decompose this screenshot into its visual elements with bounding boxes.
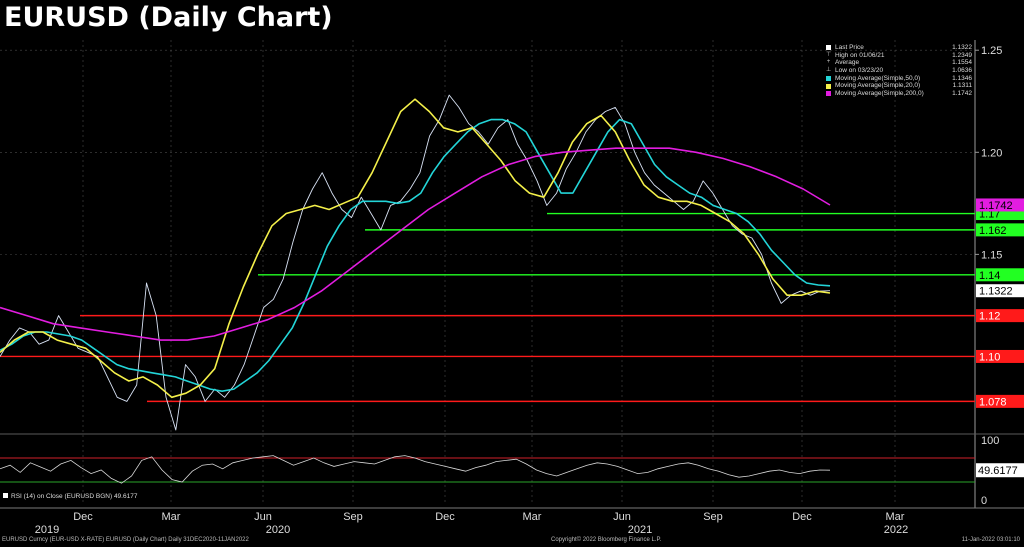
level-tag-1.078 xyxy=(976,394,1024,408)
legend-label: Moving Average(Simple,200,0) xyxy=(835,90,924,98)
rsi-label-text: RSI (14) on Close (EURUSD BGN) 49.6177 xyxy=(11,493,138,500)
price-tag-label: 1.1322 xyxy=(979,286,1013,298)
y-tick-label: 1.20 xyxy=(981,147,1002,159)
level-tag-1.14 xyxy=(976,268,1024,282)
x-month-label: Jun xyxy=(254,511,272,523)
series-line-2 xyxy=(0,98,831,399)
legend-row: Moving Average(Simple,200,0) 1.1742 xyxy=(826,90,972,98)
legend-label: Low on 03/23/20 xyxy=(835,67,884,75)
legend-row: Moving Average(Simple,20,0) 1.1311 xyxy=(826,82,972,90)
series-line-1 xyxy=(0,118,831,393)
x-month-label: Dec xyxy=(792,511,812,523)
price-tag-1.1742 xyxy=(976,198,1024,212)
legend-row: Moving Average(Simple,50,0) 1.1346 xyxy=(826,75,972,83)
legend-row: + Average 1.1554 xyxy=(826,59,972,67)
x-year-label: 2019 xyxy=(35,524,59,536)
legend-label: Moving Average(Simple,50,0) xyxy=(835,74,921,82)
x-month-label: Jun xyxy=(613,511,631,523)
level-tag-1.10 xyxy=(976,349,1024,363)
x-month-label: Dec xyxy=(73,511,93,523)
level-tag-1.162 xyxy=(976,223,1024,237)
legend-label: High on 01/06/21 xyxy=(835,51,885,59)
legend-value: 1.1346 xyxy=(952,74,972,82)
legend-glyph: ⊤ xyxy=(826,51,832,58)
level-tag-label: 1.10 xyxy=(979,351,1000,363)
price-series: 1.1742 1.1322 xyxy=(0,94,1024,431)
legend-value: 1.1742 xyxy=(952,90,972,98)
y-tick-label: 1.15 xyxy=(981,249,1002,261)
x-month-label: Sep xyxy=(343,511,363,523)
footer-copyright: Copyright© 2022 Bloomberg Finance L.P. xyxy=(551,537,662,543)
legend-label: Last Price xyxy=(835,44,864,51)
legend-swatch xyxy=(826,45,831,51)
level-tag-label: 1.078 xyxy=(979,396,1007,408)
legend-row: ⊤ High on 01/06/21 1.2349 xyxy=(826,52,972,60)
y-tick-label: 1.25 xyxy=(981,45,1002,57)
footer-left: EURUSD Curncy (EUR-USD X-RATE) EURUSD (D… xyxy=(2,537,249,543)
level-tag-label: 1.162 xyxy=(979,225,1007,237)
grid xyxy=(0,40,1024,509)
price-tag-label: 1.1742 xyxy=(979,200,1013,212)
x-month-label: Mar xyxy=(523,511,542,523)
x-year-label: 2021 xyxy=(628,524,652,536)
legend-label: Average xyxy=(835,59,860,67)
chart-title: EURUSD (Daily Chart) xyxy=(4,2,333,33)
legend-swatch xyxy=(826,76,831,82)
series-line-3 xyxy=(0,147,831,341)
x-month-label: Sep xyxy=(703,511,723,523)
legend: Last Price 1.1322 ⊤ High on 01/06/21 1.2349 +… xyxy=(826,44,972,98)
x-month-label: Dec xyxy=(435,511,455,523)
axis-labels: 1.25 1.20 1.15 Dec Mar Jun Sep Dec Mar Jun Sep Dec M… xyxy=(35,45,1003,536)
rsi-swatch xyxy=(3,493,8,498)
x-month-label: Mar xyxy=(886,511,905,523)
footer-timestamp: 11-Jan-2022 03:01:10 xyxy=(961,537,1020,543)
level-tag-label: 1.17 xyxy=(979,209,1000,221)
rsi-tick-label: 100 xyxy=(981,435,999,447)
level-tag-label: 1.14 xyxy=(979,270,1000,282)
rsi-panel: 10050049.6177 xyxy=(0,435,1024,507)
legend-value: 1.0636 xyxy=(952,67,972,75)
legend-label: Moving Average(Simple,20,0) xyxy=(835,82,921,90)
legend-value: 1.2349 xyxy=(952,51,972,59)
legend-glyph: + xyxy=(826,59,831,66)
rsi-line xyxy=(0,455,831,484)
legend-swatch xyxy=(826,83,831,89)
rsi-last-tag xyxy=(976,463,1024,478)
level-tag-1.12 xyxy=(976,309,1024,323)
price-tag-1.1322 xyxy=(976,284,1024,298)
legend-value: 1.1322 xyxy=(952,44,972,51)
x-year-label: 2022 xyxy=(884,524,908,536)
rsi-last-label: 49.6177 xyxy=(978,465,1018,477)
legend-row: Last Price 1.1322 xyxy=(826,44,972,52)
legend-row: ⊥ Low on 03/23/20 1.0636 xyxy=(826,67,972,75)
rsi-tick-label: 0 xyxy=(981,495,987,507)
legend-swatch xyxy=(826,91,831,97)
x-year-label: 2020 xyxy=(266,524,290,536)
x-month-label: Mar xyxy=(162,511,181,523)
legend-value: 1.1554 xyxy=(952,59,972,67)
legend-value: 1.1311 xyxy=(952,82,972,90)
rsi-label: RSI (14) on Close (EURUSD BGN) 49.6177 xyxy=(3,493,137,500)
legend-glyph: ⊥ xyxy=(826,67,832,74)
series-line-0 xyxy=(0,94,831,431)
level-tag-label: 1.12 xyxy=(979,311,1000,323)
horizontal-levels: 1.12 1.10 1.078 1.17 1.162 1.14 xyxy=(0,207,1024,408)
